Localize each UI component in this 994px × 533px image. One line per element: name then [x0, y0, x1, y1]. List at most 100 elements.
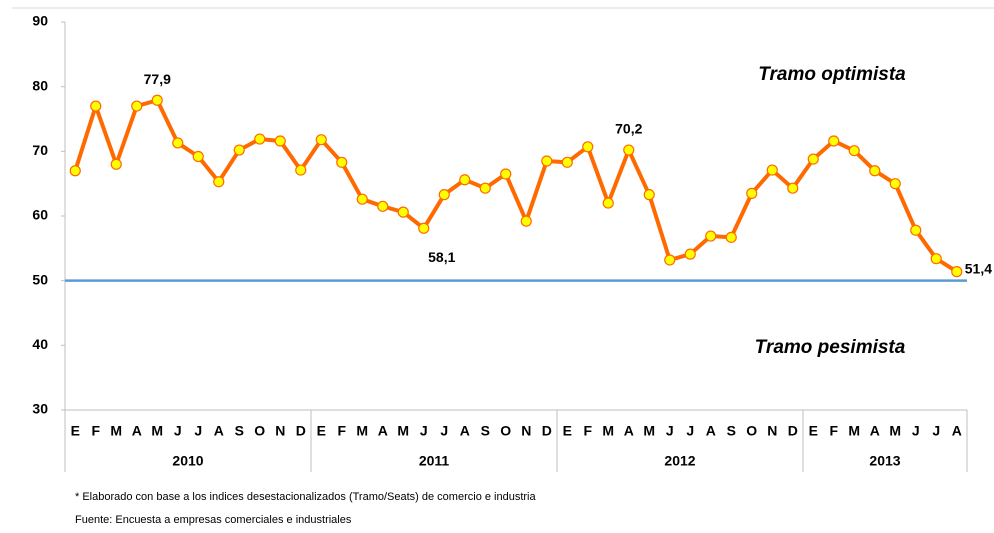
point: [746, 187, 758, 199]
value-label: 77,9: [144, 71, 171, 87]
y-tick-label: 90: [32, 13, 48, 29]
x-tick-label: E: [317, 423, 326, 439]
x-tick-label: O: [500, 423, 511, 439]
point: [541, 155, 553, 167]
x-tick-label: A: [214, 423, 224, 439]
x-tick-label: S: [727, 423, 736, 439]
point: [910, 224, 922, 236]
point: [172, 137, 184, 149]
y-tick-label: 70: [32, 142, 48, 158]
point: [336, 156, 348, 168]
point: [561, 156, 573, 168]
point: [500, 168, 512, 180]
point: [848, 145, 860, 157]
x-tick-label: E: [563, 423, 572, 439]
x-tick-label: J: [686, 423, 694, 439]
point: [643, 189, 655, 201]
y-tick-label: 60: [32, 207, 48, 223]
point: [602, 197, 614, 209]
point: [889, 178, 901, 190]
x-tick-label: O: [746, 423, 757, 439]
point: [69, 165, 81, 177]
point: [274, 135, 286, 147]
group-label: 2013: [869, 453, 900, 469]
point: [623, 144, 635, 156]
value-label: 51,4: [965, 260, 992, 276]
x-tick-label: D: [542, 423, 552, 439]
point: [110, 158, 122, 170]
x-tick-label: A: [132, 423, 142, 439]
x-tick-label: E: [71, 423, 80, 439]
series-line: [73, 98, 958, 274]
x-tick-label: D: [788, 423, 798, 439]
x-tick-label: M: [110, 423, 122, 439]
x-tick-label: J: [420, 423, 428, 439]
point: [192, 150, 204, 163]
point: [930, 253, 942, 265]
y-tick-label: 50: [32, 271, 48, 287]
x-tick-label: N: [275, 423, 285, 439]
x-tick-label: D: [296, 423, 306, 439]
x-tick-label: S: [235, 423, 244, 439]
point: [479, 182, 491, 194]
x-tick-label: N: [767, 423, 777, 439]
x-tick-label: M: [643, 423, 655, 439]
x-tick-label: A: [870, 423, 880, 439]
footnote: * Elaborado con base a los indices deses…: [75, 491, 536, 503]
x-tick-label: E: [809, 423, 818, 439]
x-tick-label: F: [829, 423, 838, 439]
point: [438, 189, 450, 201]
x-tick-label: A: [952, 423, 962, 439]
point: [520, 215, 532, 227]
group-label: 2012: [664, 453, 695, 469]
point: [295, 164, 307, 176]
point: [828, 135, 840, 147]
point: [418, 222, 430, 234]
x-tick-label: S: [481, 423, 490, 439]
x-tick-label: A: [378, 423, 388, 439]
group-label: 2010: [172, 453, 203, 469]
x-tick-label: A: [624, 423, 634, 439]
value-label: 70,2: [615, 121, 642, 137]
point: [131, 100, 143, 112]
point: [397, 206, 409, 218]
x-tick-label: J: [194, 423, 202, 439]
x-tick-label: O: [254, 423, 265, 439]
point: [951, 266, 963, 278]
x-tick-label: F: [337, 423, 346, 439]
x-tick-label: F: [583, 423, 592, 439]
annotation: Tramo pesimista: [755, 337, 906, 358]
y-tick-label: 30: [32, 401, 48, 417]
x-tick-label: M: [397, 423, 409, 439]
x-tick-label: M: [889, 423, 901, 439]
x-tick-label: A: [460, 423, 470, 439]
x-tick-label: A: [706, 423, 716, 439]
footnote: Fuente: Encuesta a empresas comerciales …: [75, 514, 352, 526]
point: [684, 248, 696, 260]
point: [725, 231, 737, 243]
value-label: 58,1: [428, 249, 455, 265]
point: [807, 153, 819, 165]
y-tick-label: 40: [32, 336, 48, 352]
x-tick-label: J: [440, 423, 448, 439]
x-tick-label: M: [602, 423, 614, 439]
point: [705, 230, 717, 242]
x-tick-label: J: [932, 423, 940, 439]
point: [315, 134, 327, 146]
point: [254, 133, 266, 145]
point: [582, 141, 594, 153]
x-tick-label: F: [91, 423, 100, 439]
point: [90, 100, 102, 112]
point: [213, 176, 225, 188]
y-tick-label: 80: [32, 77, 48, 93]
x-tick-label: J: [174, 423, 182, 439]
x-tick-label: J: [912, 423, 920, 439]
annotation: Tramo optimista: [758, 64, 906, 85]
point: [787, 182, 799, 194]
point: [459, 174, 471, 186]
x-tick-label: M: [848, 423, 860, 439]
point: [664, 254, 676, 266]
point: [377, 200, 389, 212]
x-tick-label: N: [521, 423, 531, 439]
